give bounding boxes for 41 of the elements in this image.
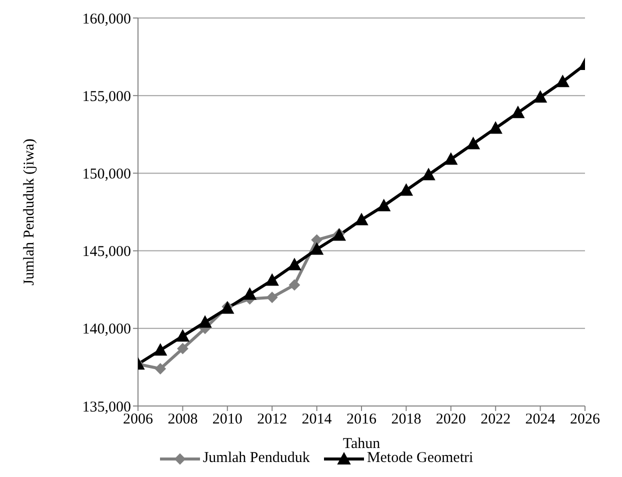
- point: [489, 122, 502, 134]
- x-tick-label: 2022: [480, 412, 511, 428]
- x-tick-label: 2016: [346, 412, 377, 428]
- legend-label: Jumlah Penduduk: [202, 450, 310, 467]
- x-tick-label: 2014: [302, 412, 332, 428]
- point: [400, 184, 413, 196]
- x-tick-label: 2010: [212, 412, 242, 428]
- point: [534, 90, 547, 103]
- legend-label: Metode Geometri: [366, 450, 474, 467]
- point: [177, 343, 188, 354]
- y-tick-label: 160,000: [82, 11, 131, 28]
- point: [154, 363, 166, 374]
- point: [444, 152, 458, 165]
- point: [355, 213, 368, 226]
- y-tick-label: 150,000: [82, 166, 131, 183]
- point: [198, 316, 212, 328]
- x-tick-label: 2008: [168, 412, 198, 428]
- point: [154, 344, 167, 356]
- point: [288, 279, 300, 290]
- y-axis-title: Jumlah Penduduk (jiwa): [21, 138, 38, 286]
- y-tick-label: 140,000: [82, 322, 131, 338]
- x-axis-title: Tahun: [342, 436, 381, 452]
- point: [310, 242, 324, 255]
- point: [243, 288, 256, 300]
- point: [176, 330, 190, 342]
- point: [266, 274, 279, 286]
- point: [466, 137, 480, 150]
- point: [377, 199, 390, 212]
- x-tick-label: 2026: [570, 412, 600, 428]
- point: [288, 258, 301, 270]
- x-tick-label: 2018: [391, 412, 422, 428]
- point: [511, 106, 524, 118]
- point: [422, 168, 436, 180]
- x-tick-label: 2020: [436, 412, 466, 428]
- point: [556, 75, 570, 88]
- x-tick-label: 2012: [257, 412, 288, 428]
- y-tick-label: 145,000: [82, 244, 131, 260]
- x-tick-label: 2024: [525, 412, 556, 428]
- y-tick-label: 155,000: [82, 88, 131, 105]
- point: [266, 292, 278, 303]
- point: [311, 234, 322, 246]
